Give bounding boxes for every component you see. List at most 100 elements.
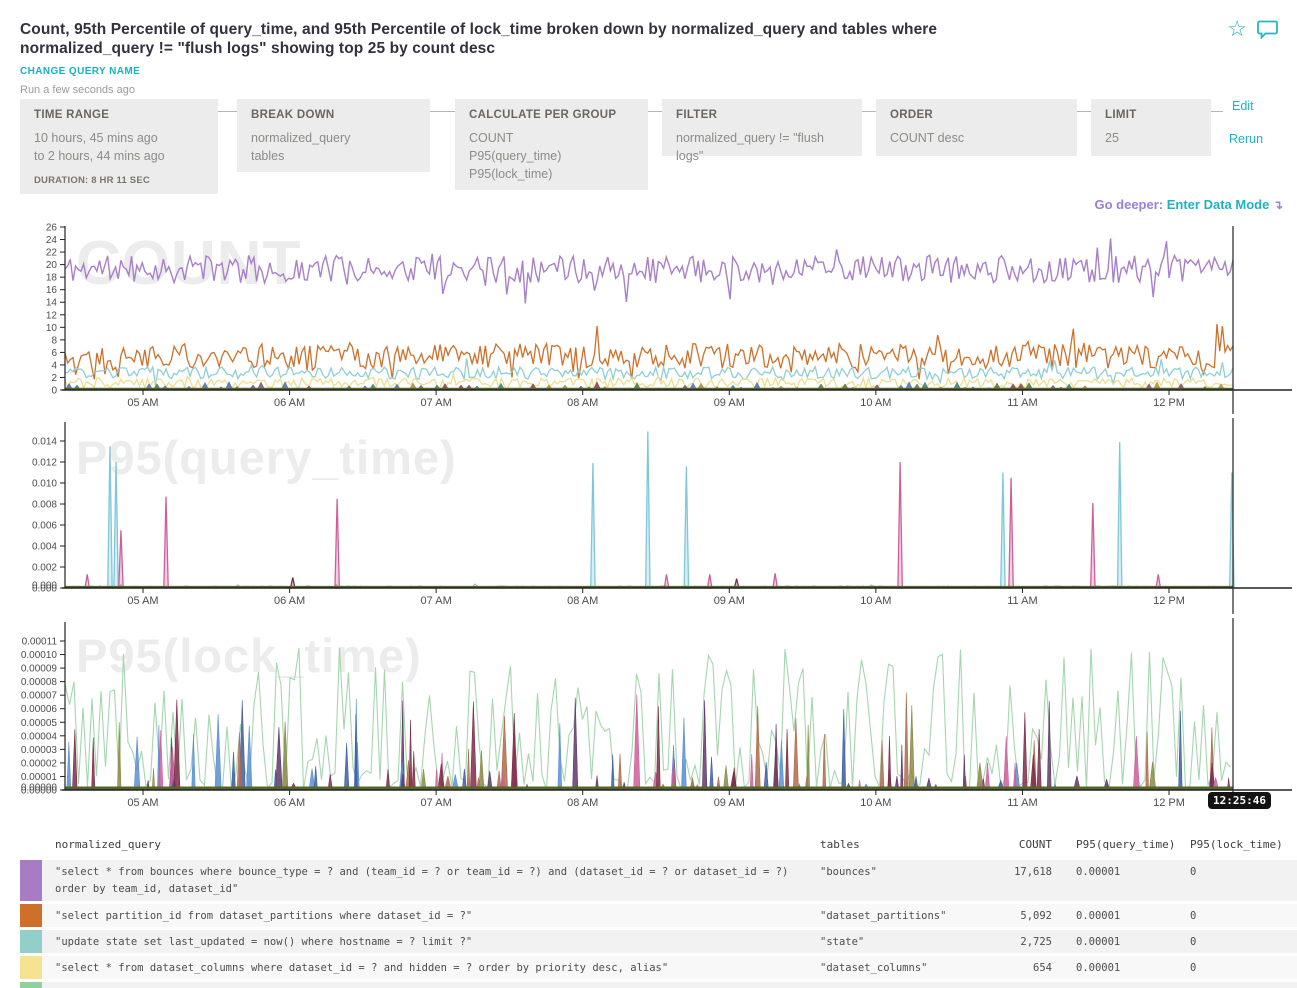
cell-p95-lock-time: 0 [1190, 910, 1197, 922]
break-down-value: tables [251, 149, 285, 163]
column-header-tables[interactable]: tables [820, 838, 860, 851]
cell-p95-lock-time: 0 [1190, 962, 1197, 974]
svg-text:0.00011: 0.00011 [22, 637, 58, 648]
cell-p95-lock-time: 0 [1190, 866, 1197, 878]
table-row[interactable]: "select * from bounces where bounce_type… [20, 860, 1297, 901]
break-down-box[interactable]: BREAK DOWN normalized_query tables [237, 99, 430, 172]
calculate-per-group-box[interactable]: CALCULATE PER GROUP COUNT P95(query_time… [455, 99, 648, 190]
run-info: Run a few seconds ago [20, 84, 135, 96]
column-header-p95-lock-time[interactable]: P95(lock_time) [1190, 838, 1283, 851]
svg-text:6: 6 [51, 348, 57, 359]
svg-text:0.000: 0.000 [32, 584, 57, 595]
time-range-label: TIME RANGE [34, 109, 110, 121]
sort-desc-icon: ▾ [1034, 838, 1040, 848]
table-row[interactable]: "select * from dataset_columns where dat… [20, 956, 1297, 979]
svg-text:12: 12 [46, 310, 58, 321]
calculate-value: P95(query_time) [469, 149, 562, 163]
calculate-value: COUNT [469, 131, 514, 145]
cell-count: 2,725 [1020, 936, 1052, 948]
svg-text:0.00000: 0.00000 [21, 786, 58, 797]
order-box[interactable]: ORDER COUNT desc [876, 99, 1077, 156]
cell-p95-query-time: 0.00001 [1076, 936, 1121, 948]
filter-value: normalized_query != "flush logs" [676, 131, 824, 163]
cell-p95-lock-time: 0 [1190, 936, 1197, 948]
chart-watermark-p95-lock-time: P95(lock_time) [76, 629, 422, 682]
svg-text:4: 4 [51, 360, 57, 371]
table-row[interactable]: "select partition_id from dataset_partit… [20, 904, 1297, 927]
column-header-normalized-query[interactable]: normalized_query [55, 838, 161, 851]
results-table: normalized_query tables COUNT ▾ P95(quer… [20, 826, 1297, 988]
favorite-star-icon[interactable]: ☆ [1227, 16, 1247, 41]
svg-text:06 AM: 06 AM [274, 797, 305, 809]
table-row[interactable]: "update state set last_updated = now() w… [20, 930, 1297, 953]
svg-text:20: 20 [46, 260, 58, 271]
svg-text:24: 24 [46, 235, 58, 246]
rerun-link[interactable]: Rerun [1229, 132, 1264, 146]
limit-box[interactable]: LIMIT 25 [1091, 99, 1211, 156]
chart-p95-lock-time[interactable]: 0.00000 0.00001 0.00002 0.00003 0.00004 0.000… [0, 618, 1297, 818]
series-color-swatch [20, 956, 42, 979]
chart-p95-query-time[interactable]: 0.000 0.002 0.004 0.006 0.008 0.010 0.012 0.014… [0, 418, 1297, 614]
svg-text:07 AM: 07 AM [421, 397, 452, 409]
calculate-label: CALCULATE PER GROUP [469, 109, 617, 121]
svg-text:0.00002: 0.00002 [21, 758, 58, 769]
svg-text:0.00000: 0.00000 [21, 783, 58, 794]
results-table-body: "select * from bounces where bounce_type… [20, 860, 1297, 988]
svg-text:0.000: 0.000 [32, 581, 57, 592]
series-color-swatch [20, 982, 42, 988]
table-row[interactable] [20, 982, 1297, 988]
svg-text:12 PM: 12 PM [1153, 397, 1185, 409]
svg-text:10 AM: 10 AM [860, 595, 891, 607]
order-label: ORDER [890, 109, 934, 121]
chart-watermark-p95-query-time: P95(query_time) [76, 431, 457, 484]
edit-link[interactable]: Edit [1232, 99, 1254, 113]
cell-tables: "bounces" [820, 866, 877, 878]
calculate-value: P95(lock_time) [469, 167, 553, 181]
svg-text:8: 8 [51, 335, 57, 346]
cell-count [940, 982, 1052, 986]
cell-normalized-query: "select * from dataset_columns where dat… [55, 962, 669, 974]
svg-text:0: 0 [51, 386, 57, 397]
svg-text:10 AM: 10 AM [860, 397, 891, 409]
enter-data-mode-link[interactable]: Enter Data Mode [1166, 197, 1270, 212]
svg-text:0.006: 0.006 [32, 521, 57, 532]
svg-text:12 PM: 12 PM [1153, 595, 1185, 607]
change-query-name-link[interactable]: CHANGE QUERY NAME [20, 66, 141, 77]
cell-count: 17,618 [1014, 866, 1052, 878]
time-range-box[interactable]: TIME RANGE 10 hours, 45 mins ago to 2 ho… [20, 99, 218, 194]
svg-text:0.00005: 0.00005 [21, 718, 58, 729]
svg-text:06 AM: 06 AM [274, 397, 305, 409]
svg-text:05 AM: 05 AM [127, 397, 158, 409]
svg-text:0.00009: 0.00009 [21, 664, 58, 675]
series-color-swatch [20, 860, 42, 901]
svg-text:08 AM: 08 AM [567, 797, 598, 809]
time-range-to: to 2 hours, 44 mins ago [34, 149, 165, 163]
svg-text:2: 2 [51, 373, 57, 384]
comment-bubble-icon[interactable] [1257, 19, 1279, 39]
break-down-value: normalized_query [251, 131, 351, 145]
time-range-from: 10 hours, 45 mins ago [34, 131, 158, 145]
box-connector [1211, 111, 1223, 112]
series-color-swatch [20, 904, 42, 927]
filter-label: FILTER [676, 109, 718, 121]
box-connector [1077, 111, 1091, 112]
svg-text:09 AM: 09 AM [714, 595, 745, 607]
box-connector [648, 111, 662, 112]
page-title: Count, 95th Percentile of query_time, an… [20, 21, 938, 57]
cell-p95-query-time: 0.00001 [1076, 910, 1121, 922]
cell-p95-query-time: 0.00001 [1076, 866, 1121, 878]
filter-box[interactable]: FILTER normalized_query != "flush logs" [662, 99, 862, 163]
column-header-p95-query-time[interactable]: P95(query_time) [1076, 838, 1176, 851]
cell-tables: "dataset_partitions" [820, 910, 947, 922]
svg-text:09 AM: 09 AM [714, 397, 745, 409]
box-connector [430, 111, 455, 112]
cell-normalized-query: "select * from bounces where bounce_type… [55, 866, 795, 895]
column-header-count[interactable]: COUNT [1018, 838, 1052, 851]
svg-text:09 AM: 09 AM [714, 797, 745, 809]
limit-value: 25 [1105, 131, 1119, 145]
svg-text:08 AM: 08 AM [567, 397, 598, 409]
svg-text:0.00008: 0.00008 [21, 677, 58, 688]
svg-text:0.00006: 0.00006 [21, 704, 58, 715]
